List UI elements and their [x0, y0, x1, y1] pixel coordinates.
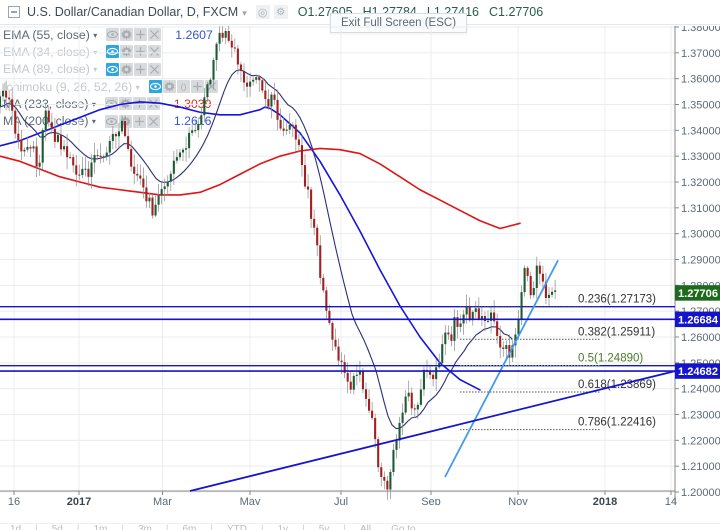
- svg-text:May: May: [240, 496, 261, 505]
- svg-text:2018: 2018: [593, 496, 617, 505]
- svg-text:16: 16: [8, 496, 20, 505]
- svg-text:1.31000: 1.31000: [681, 203, 720, 215]
- svg-text:14: 14: [665, 496, 677, 505]
- svg-text:1.30000: 1.30000: [681, 229, 720, 241]
- svg-text:1.32000: 1.32000: [681, 177, 720, 189]
- svg-text:1.26000: 1.26000: [681, 332, 720, 344]
- svg-text:1.21000: 1.21000: [681, 461, 720, 473]
- svg-text:Nov: Nov: [508, 496, 528, 505]
- svg-text:1.37000: 1.37000: [681, 48, 720, 60]
- svg-text:1.27706: 1.27706: [678, 288, 718, 300]
- svg-text:1.34000: 1.34000: [681, 125, 720, 137]
- svg-text:1.24682: 1.24682: [678, 366, 718, 378]
- svg-text:Sep: Sep: [421, 496, 441, 505]
- svg-text:1.33000: 1.33000: [681, 151, 720, 163]
- svg-text:1.35000: 1.35000: [681, 100, 720, 112]
- svg-text:1.26684: 1.26684: [678, 314, 719, 326]
- svg-text:Jul: Jul: [334, 496, 348, 505]
- svg-text:1.38000: 1.38000: [681, 26, 720, 34]
- svg-text:1.36000: 1.36000: [681, 74, 720, 86]
- svg-text:0.382(1.25911): 0.382(1.25911): [578, 326, 655, 338]
- svg-text:2017: 2017: [67, 496, 91, 505]
- svg-text:1.24000: 1.24000: [681, 384, 720, 396]
- svg-text:0.236(1.27173): 0.236(1.27173): [578, 294, 656, 306]
- svg-text:1.22000: 1.22000: [681, 435, 720, 447]
- svg-text:Mar: Mar: [153, 496, 172, 505]
- svg-text:1.29000: 1.29000: [681, 255, 720, 267]
- svg-text:0.5(1.24890): 0.5(1.24890): [578, 353, 643, 365]
- svg-text:1.23000: 1.23000: [681, 410, 720, 422]
- svg-text:0.786(1.22416): 0.786(1.22416): [578, 417, 656, 429]
- svg-text:1.20000: 1.20000: [681, 487, 720, 499]
